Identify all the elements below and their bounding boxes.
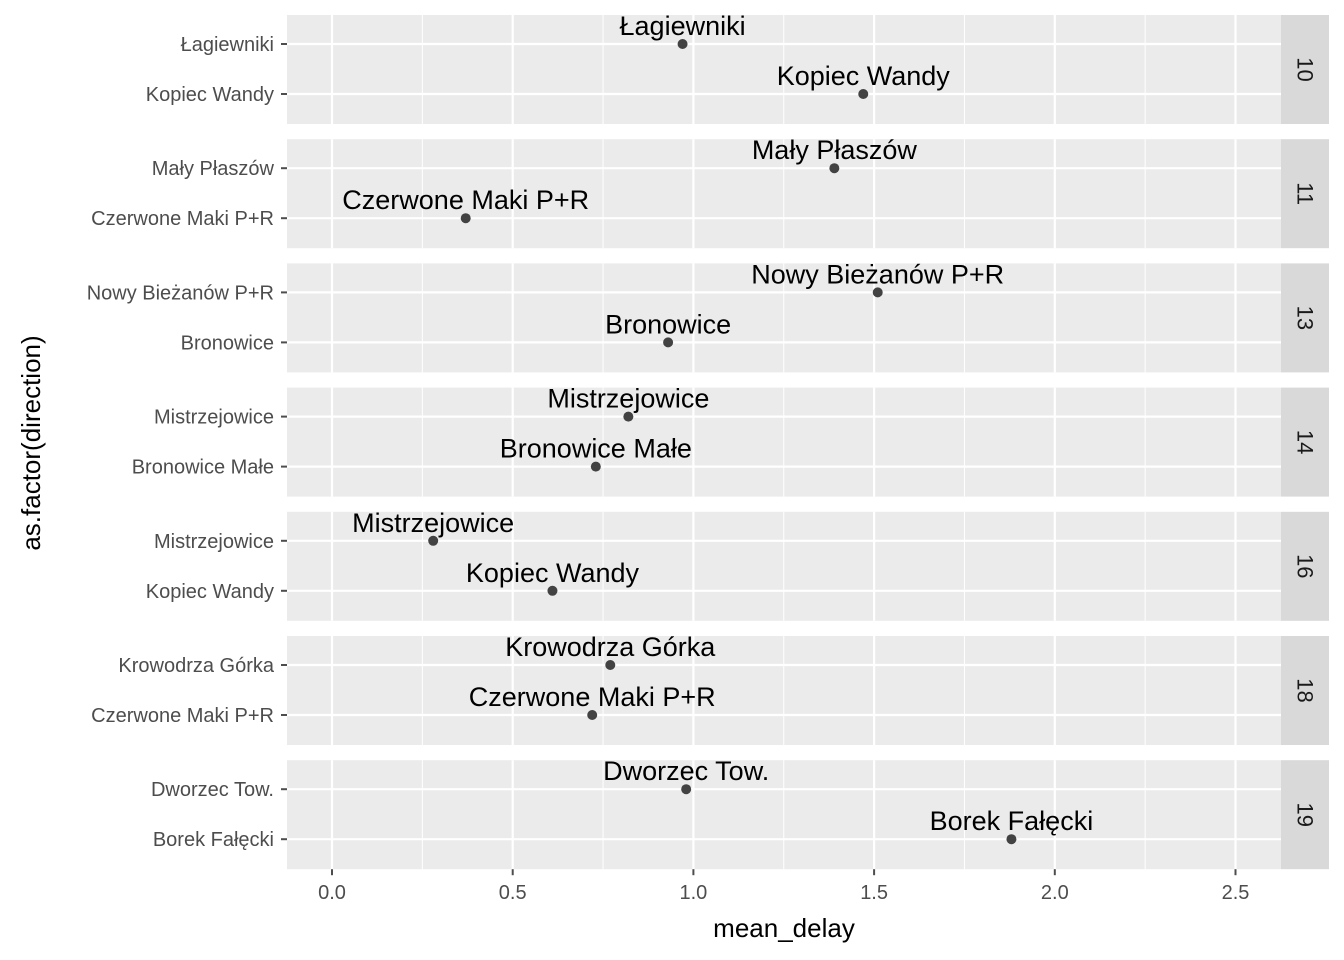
x-tick-label: 2.5 bbox=[1222, 882, 1250, 904]
data-point bbox=[605, 660, 616, 670]
y-tick-label: Mały Płaszów bbox=[152, 158, 275, 180]
x-tick-label: 1.0 bbox=[679, 882, 707, 904]
x-tick-label: 0.5 bbox=[499, 882, 527, 904]
y-tick-label: Kopiec Wandy bbox=[146, 581, 274, 603]
data-label: Borek Fałęcki bbox=[930, 806, 1094, 836]
y-tick-label: Kopiec Wandy bbox=[146, 84, 274, 106]
data-point bbox=[1006, 834, 1017, 845]
facet-strip-label: 18 bbox=[1293, 678, 1318, 702]
x-tick-label: 2.0 bbox=[1041, 882, 1069, 904]
facet-panel-18: Krowodrza Górka Krowodrza Górka Czerwone M… bbox=[91, 632, 1329, 745]
facet-strip bbox=[1281, 511, 1329, 621]
y-axis-title: as.factor(direction) bbox=[16, 335, 46, 550]
facet-panel-10: Łagiewniki Łagiewniki Kopiec Wandy Kopiec W… bbox=[146, 11, 1329, 124]
x-axis-title: mean_delay bbox=[713, 913, 855, 943]
y-tick-label: Mistrzejowice bbox=[154, 531, 274, 553]
data-point bbox=[460, 213, 471, 224]
facet-strip-label: 16 bbox=[1293, 554, 1318, 578]
facet-strip-label: 14 bbox=[1293, 430, 1318, 454]
y-tick-label: Borek Fałęcki bbox=[153, 829, 274, 851]
data-label: Kopiec Wandy bbox=[466, 558, 640, 588]
x-tick-label: 0.0 bbox=[318, 882, 346, 904]
facet-strip-label: 10 bbox=[1293, 57, 1318, 81]
y-tick-label: Czerwone Maki P+R bbox=[91, 705, 274, 727]
data-point bbox=[677, 39, 688, 49]
y-tick-label: Bronowice bbox=[181, 332, 274, 354]
data-label: Czerwone Maki P+R bbox=[342, 185, 589, 215]
y-tick-label: Krowodrza Górka bbox=[118, 655, 274, 677]
data-point bbox=[547, 585, 558, 596]
facet-strip bbox=[1281, 387, 1329, 497]
data-label: Bronowice bbox=[605, 309, 731, 339]
data-point bbox=[663, 337, 674, 348]
facet-strip-label: 13 bbox=[1293, 306, 1318, 330]
x-tick-label: 1.5 bbox=[860, 882, 888, 904]
data-label: Krowodrza Górka bbox=[505, 632, 716, 662]
facet-strip bbox=[1281, 15, 1329, 124]
facet-panel-19: Dworzec Tow. Dworzec Tow. Borek Fałęcki Bor… bbox=[151, 756, 1329, 870]
facet-panel-13: Nowy Bieżanów P+R Nowy Bieżanów P+R Bronow… bbox=[87, 259, 1329, 373]
facet-strip-label: 11 bbox=[1293, 182, 1318, 205]
data-point bbox=[623, 411, 634, 422]
facet-strip bbox=[1281, 636, 1329, 745]
data-point bbox=[587, 710, 598, 720]
data-label: Kopiec Wandy bbox=[777, 61, 951, 91]
y-tick-label: Nowy Bieżanów P+R bbox=[87, 282, 274, 304]
data-point bbox=[428, 535, 439, 546]
data-label: Nowy Bieżanów P+R bbox=[751, 259, 1004, 289]
facet-strip-label: 19 bbox=[1293, 802, 1318, 826]
facet-strip bbox=[1281, 263, 1329, 373]
data-label: Łagiewniki bbox=[620, 11, 746, 41]
y-tick-label: Dworzec Tow. bbox=[151, 779, 274, 801]
data-point bbox=[829, 163, 840, 174]
data-point bbox=[590, 461, 601, 472]
data-point bbox=[872, 287, 883, 298]
panels-layer: Łagiewniki Łagiewniki Kopiec Wandy Kopiec W… bbox=[87, 11, 1329, 870]
facet-strip bbox=[1281, 760, 1329, 870]
y-tick-label: Łagiewniki bbox=[181, 34, 274, 56]
y-tick-label: Czerwone Maki P+R bbox=[91, 208, 274, 230]
data-point bbox=[858, 89, 869, 99]
data-point bbox=[681, 784, 692, 795]
x-axis: 0.0 0.5 1.0 1.5 2.0 2.5 bbox=[318, 869, 1249, 904]
y-tick-label: Bronowice Małe bbox=[132, 457, 274, 479]
facet-panel-14: Mistrzejowice Mistrzejowice Bronowice Małe… bbox=[132, 384, 1329, 497]
data-label: Mistrzejowice bbox=[352, 508, 514, 538]
data-label: Mały Płaszów bbox=[752, 135, 918, 165]
y-tick-label: Mistrzejowice bbox=[154, 407, 274, 429]
facet-panel-16: Mistrzejowice Mistrzejowice Kopiec Wandy Ko… bbox=[146, 508, 1329, 621]
facet-strip bbox=[1281, 139, 1329, 249]
data-label: Czerwone Maki P+R bbox=[469, 682, 716, 712]
data-label: Mistrzejowice bbox=[547, 384, 709, 414]
facet-panel-11: Mały Płaszów Mały Płaszów Czerwone Maki P+… bbox=[91, 135, 1329, 249]
data-label: Dworzec Tow. bbox=[603, 756, 769, 786]
data-label: Bronowice Małe bbox=[500, 434, 692, 464]
